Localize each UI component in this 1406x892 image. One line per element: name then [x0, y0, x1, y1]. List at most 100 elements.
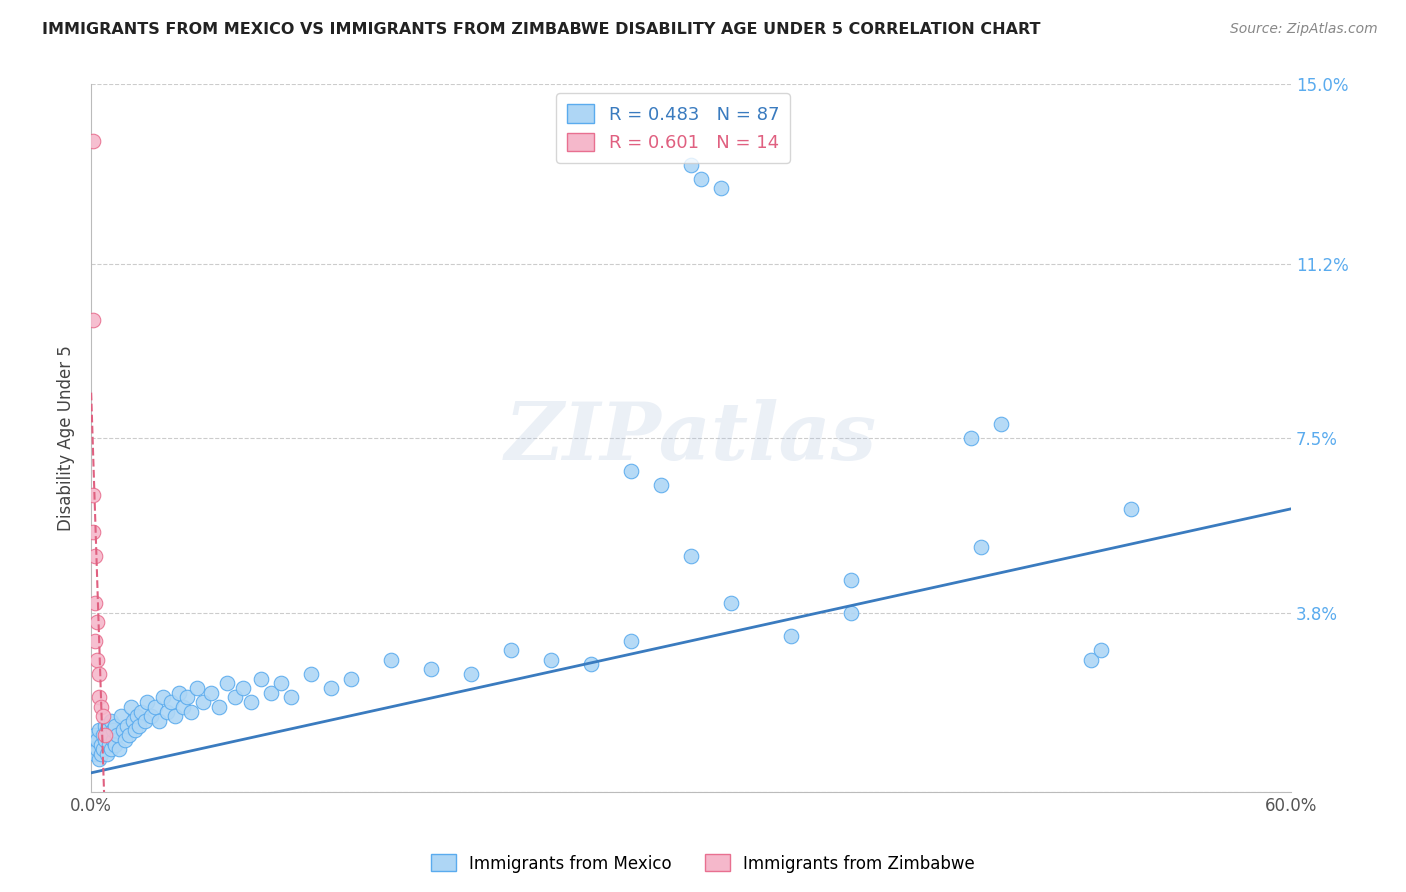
Point [176, 690, 198, 705]
Point [780, 629, 803, 643]
Point [681, 549, 703, 563]
Point [91, 742, 114, 756]
Point [620, 633, 643, 648]
Point [98, 728, 121, 742]
Legend: R = 0.483   N = 87, R = 0.601   N = 14: R = 0.483 N = 87, R = 0.601 N = 14 [557, 94, 790, 163]
Point [1121, 501, 1143, 516]
Point [94, 719, 117, 733]
Point [540, 653, 562, 667]
Point [224, 690, 246, 705]
Point [84, 596, 107, 610]
Point [124, 723, 146, 738]
Point [127, 709, 149, 723]
Point [280, 690, 302, 705]
Point [94, 732, 117, 747]
Point [82, 525, 104, 540]
Point [172, 699, 194, 714]
Point [84, 728, 107, 742]
Point [690, 171, 713, 186]
Point [460, 666, 482, 681]
Point [710, 181, 733, 195]
Text: IMMIGRANTS FROM MEXICO VS IMMIGRANTS FROM ZIMBABWE DISABILITY AGE UNDER 5 CORREL: IMMIGRANTS FROM MEXICO VS IMMIGRANTS FRO… [42, 22, 1040, 37]
Point [156, 705, 179, 719]
Point [128, 719, 150, 733]
Point [167, 686, 190, 700]
Point [839, 606, 862, 620]
Point [191, 695, 214, 709]
Point [112, 723, 135, 738]
Point [620, 464, 643, 478]
Point [84, 747, 107, 761]
Y-axis label: Disability Age Under 5: Disability Age Under 5 [58, 345, 75, 531]
Text: Source: ZipAtlas.com: Source: ZipAtlas.com [1230, 22, 1378, 37]
Point [270, 676, 292, 690]
Legend: Immigrants from Mexico, Immigrants from Zimbabwe: Immigrants from Mexico, Immigrants from … [425, 847, 981, 880]
Point [101, 732, 124, 747]
Point [86, 653, 108, 667]
Point [839, 573, 862, 587]
Point [118, 728, 141, 742]
Point [970, 540, 993, 554]
Point [380, 653, 402, 667]
Point [82, 313, 104, 327]
Point [101, 723, 124, 738]
Point [990, 417, 1012, 431]
Point [114, 732, 136, 747]
Point [89, 690, 111, 705]
Point [720, 596, 742, 610]
Point [82, 488, 104, 502]
Point [86, 615, 108, 629]
Point [82, 738, 104, 752]
Point [84, 633, 107, 648]
Point [86, 732, 108, 747]
Point [681, 158, 703, 172]
Point [90, 747, 112, 761]
Point [100, 742, 122, 756]
Point [100, 714, 122, 728]
Point [141, 709, 163, 723]
Point [208, 699, 231, 714]
Point [108, 742, 131, 756]
Point [89, 723, 111, 738]
Point [89, 666, 111, 681]
Point [91, 709, 114, 723]
Point [579, 657, 602, 672]
Point [96, 747, 118, 761]
Point [180, 705, 202, 719]
Point [136, 695, 159, 709]
Point [321, 681, 343, 695]
Point [90, 738, 112, 752]
Point [250, 672, 273, 686]
Point [91, 728, 114, 742]
Point [82, 134, 104, 148]
Point [96, 723, 118, 738]
Point [299, 666, 322, 681]
Point [104, 719, 127, 733]
Point [120, 699, 142, 714]
Point [115, 719, 138, 733]
Point [1090, 643, 1112, 657]
Point [94, 728, 117, 742]
Point [240, 695, 263, 709]
Point [260, 686, 283, 700]
Point [134, 714, 156, 728]
Point [90, 699, 112, 714]
Point [84, 549, 107, 563]
Point [650, 478, 672, 492]
Point [148, 714, 170, 728]
Point [89, 752, 111, 766]
Point [501, 643, 523, 657]
Point [122, 714, 145, 728]
Point [104, 738, 127, 752]
Point [960, 431, 983, 445]
Point [129, 705, 152, 719]
Point [340, 672, 363, 686]
Point [152, 690, 174, 705]
Point [110, 709, 132, 723]
Text: ZIPatlas: ZIPatlas [505, 400, 877, 477]
Point [420, 662, 443, 676]
Point [186, 681, 208, 695]
Point [232, 681, 254, 695]
Point [160, 695, 183, 709]
Point [217, 676, 239, 690]
